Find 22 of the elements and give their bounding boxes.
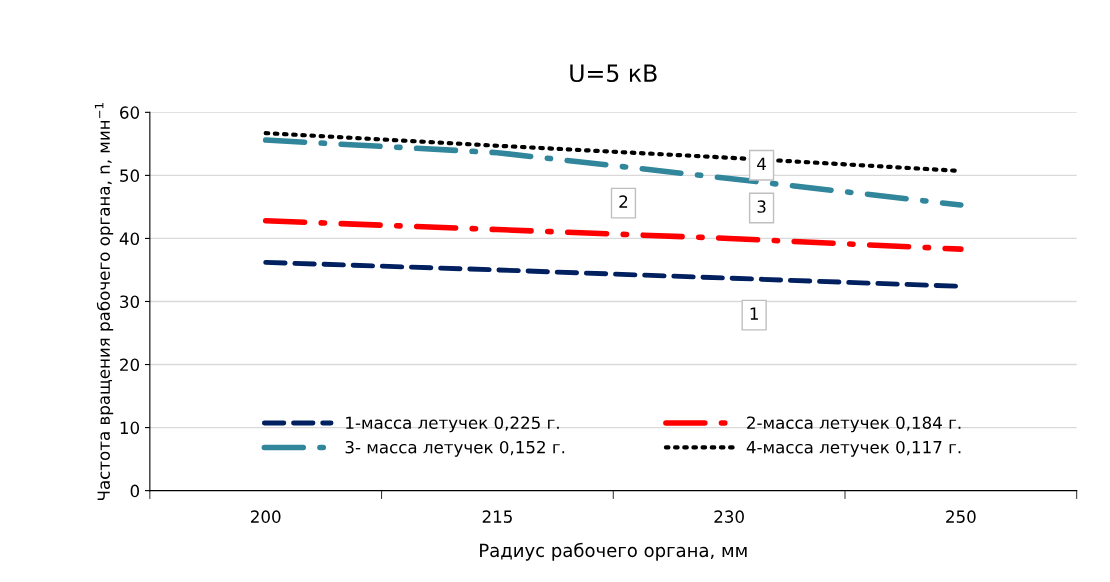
y-tick-label: 50 <box>120 169 140 182</box>
y-tick-label: 10 <box>120 421 140 435</box>
legend-label: 2-масса летучек 0,184 г. <box>747 416 961 433</box>
x-tick-label: 250 <box>946 510 976 523</box>
chart-title: U=5 кВ <box>570 64 657 83</box>
x-axis-title: Радиус рабочего органа, мм <box>480 542 747 561</box>
annotation: 4 <box>757 157 766 170</box>
annotation: 2 <box>619 195 628 208</box>
y-tick-label: 20 <box>120 358 140 372</box>
y-tick-label: 60 <box>120 106 140 119</box>
legend-label: 3- масса летучек 0,152 г. <box>345 440 565 457</box>
y-tick-label: 30 <box>120 295 140 309</box>
annotation: 3 <box>757 200 766 213</box>
x-tick-label: 200 <box>251 510 281 523</box>
annotation: 1 <box>750 307 758 320</box>
y-tick-label: 0 <box>130 484 140 498</box>
x-tick-label: 230 <box>714 510 744 523</box>
y-axis-title: Частота вращения рабочего органа, n, мин$^{−1}$ <box>94 103 114 501</box>
legend-label: 4-масса летучек 0,117 г. <box>746 440 961 457</box>
x-tick-label: 215 <box>482 510 512 523</box>
legend-label: 1-масса летучек 0,225 г. <box>346 416 559 433</box>
y-tick-label: 40 <box>119 232 140 245</box>
